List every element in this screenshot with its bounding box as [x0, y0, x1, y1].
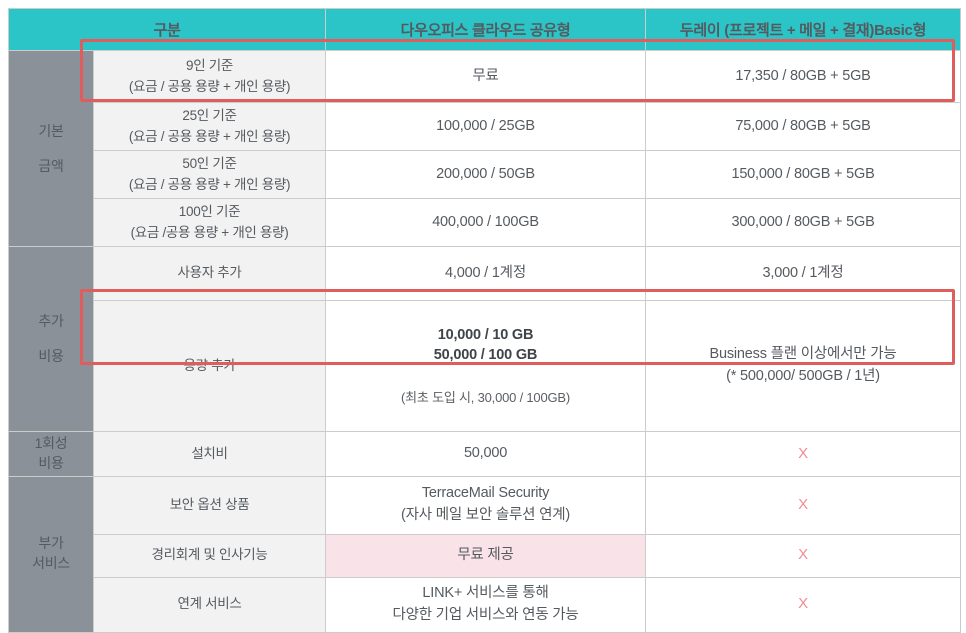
- cell-dooray-add-storage: Business 플랜 이상에서만 가능 (* 500,000/ 500GB /…: [645, 299, 962, 433]
- add-storage-prices: 10,000 / 10 GB 50,000 / 100 GB: [433, 326, 538, 364]
- table-row-install-fee: 1회성 비용 설치비 50,000 X: [8, 431, 962, 477]
- row-label-security-option: 보안 옵션 상품: [92, 475, 327, 535]
- cell-dooray-install-fee-x: X: [645, 431, 962, 477]
- category-added-service: 부가 서비스: [8, 475, 94, 633]
- cell-daou-accounting-hr: 무료 제공: [325, 533, 647, 578]
- cell-dooray-add-user: 3,000 / 1계정: [645, 246, 962, 301]
- cell-daou-linked-service: LINK+ 서비스를 통해 다양한 기업 서비스와 연동 가능: [325, 576, 647, 633]
- cell-daou-25person: 100,000 / 25GB: [325, 102, 647, 151]
- table-row-50person: 50인 기준 (요금 / 공용 용량 + 개인 용량) 200,000 / 50…: [9, 150, 962, 199]
- table-row-100person: 100인 기준 (요금 /공용 용량 + 개인 용량) 400,000 / 10…: [9, 198, 962, 247]
- table-row-accounting-hr: 경리회계 및 인사기능 무료 제공 X: [9, 533, 962, 578]
- cell-dooray-50person: 150,000 / 80GB + 5GB: [645, 150, 962, 199]
- cell-daou-security-option: TerraceMail Security (자사 메일 보안 솔루션 연계): [325, 475, 647, 535]
- cell-daou-100person: 400,000 / 100GB: [325, 198, 647, 247]
- cell-dooray-security-option-x: X: [645, 475, 962, 535]
- cell-daou-50person: 200,000 / 50GB: [325, 150, 647, 199]
- cell-dooray-25person: 75,000 / 80GB + 5GB: [645, 102, 962, 151]
- row-label-add-user: 사용자 추가: [92, 246, 327, 301]
- cell-dooray-9person: 17,350 / 80GB + 5GB: [645, 50, 962, 103]
- header-category: 구분: [7, 8, 327, 51]
- pricing-table: 구분 다우오피스 클라우드 공유형 두레이 (프로젝트 + 메일 + 결재)Ba…: [7, 8, 962, 633]
- cell-daou-install-fee: 50,000: [325, 431, 647, 477]
- table-row-9person: 기본 금액 9인 기준 (요금 / 공용 용량 + 개인 용량) 무료 17,3…: [8, 50, 962, 247]
- row-label-100person: 100인 기준 (요금 /공용 용량 + 개인 용량): [92, 198, 327, 247]
- add-storage-note: (최초 도입 시, 30,000 / 100GB): [401, 390, 570, 406]
- row-label-25person: 25인 기준 (요금 / 공용 용량 + 개인 용량): [92, 102, 327, 151]
- cell-dooray-accounting-hr-x: X: [645, 533, 962, 578]
- category-basic-price: 기본 금액: [8, 50, 94, 247]
- table-header-row: 구분 다우오피스 클라우드 공유형 두레이 (프로젝트 + 메일 + 결재)Ba…: [7, 8, 962, 51]
- table-row-linked-service: 연계 서비스 LINK+ 서비스를 통해 다양한 기업 서비스와 연동 가능 X: [9, 576, 962, 633]
- header-daouoffice: 다우오피스 클라우드 공유형: [325, 8, 647, 51]
- cell-dooray-100person: 300,000 / 80GB + 5GB: [645, 198, 962, 247]
- row-label-50person: 50인 기준 (요금 / 공용 용량 + 개인 용량): [92, 150, 327, 199]
- category-extra-cost: 추가 비용: [8, 245, 94, 433]
- pricing-comparison-table: 구분 다우오피스 클라우드 공유형 두레이 (프로젝트 + 메일 + 결재)Ba…: [7, 8, 962, 633]
- row-label-linked-service: 연계 서비스: [92, 576, 327, 633]
- table-row-add-storage: 용량 추가 10,000 / 10 GB 50,000 / 100 GB (최초…: [9, 299, 962, 433]
- category-onetime-cost: 1회성 비용: [8, 431, 94, 477]
- row-label-add-storage: 용량 추가: [92, 299, 327, 433]
- cell-daou-add-storage: 10,000 / 10 GB 50,000 / 100 GB (최초 도입 시,…: [325, 299, 647, 433]
- row-label-accounting-hr: 경리회계 및 인사기능: [92, 533, 327, 578]
- header-dooray: 두레이 (프로젝트 + 메일 + 결재)Basic형: [645, 8, 962, 51]
- row-label-install-fee: 설치비: [92, 431, 327, 477]
- table-row-add-user: 추가 비용 사용자 추가 4,000 / 1계정 3,000 / 1계정: [8, 245, 962, 433]
- cell-daou-9person: 무료: [325, 50, 647, 103]
- row-label-9person: 9인 기준 (요금 / 공용 용량 + 개인 용량): [92, 50, 327, 103]
- cell-daou-add-user: 4,000 / 1계정: [325, 246, 647, 301]
- table-row-security-option: 부가 서비스 보안 옵션 상품 TerraceMail Security (자사…: [8, 475, 962, 633]
- cell-dooray-linked-service-x: X: [645, 576, 962, 633]
- table-row-25person: 25인 기준 (요금 / 공용 용량 + 개인 용량) 100,000 / 25…: [9, 102, 962, 151]
